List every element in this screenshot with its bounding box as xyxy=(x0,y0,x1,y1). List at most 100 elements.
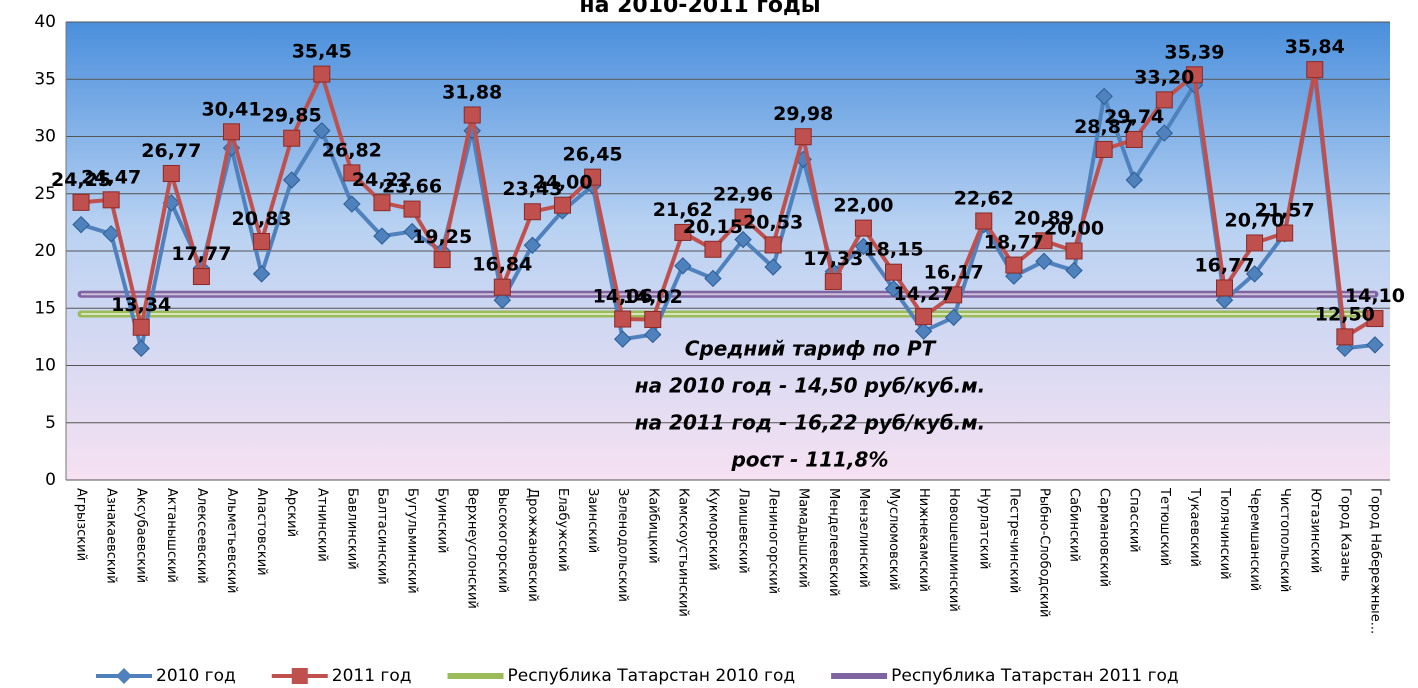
marker xyxy=(1065,242,1083,260)
data-label: 21,57 xyxy=(1255,200,1315,222)
marker xyxy=(674,257,692,275)
marker xyxy=(885,263,902,281)
x-tick-label: Арский xyxy=(284,488,299,537)
x-tick-label: Атнинский xyxy=(314,488,329,562)
marker xyxy=(854,219,872,237)
x-tick-label: Сабинский xyxy=(1067,488,1082,562)
marker xyxy=(614,310,632,328)
x-tick-label: Верхнеуслонский xyxy=(465,488,480,609)
data-label: 24,22 xyxy=(352,169,412,191)
x-tick-label: Город Набережные... xyxy=(1367,488,1382,634)
marker xyxy=(433,251,451,269)
marker xyxy=(463,106,481,124)
y-tick-label: 10 xyxy=(34,356,56,376)
x-tick-label: Балтасинский xyxy=(374,488,389,585)
marker xyxy=(72,215,90,234)
x-tick-label: Аксубаевский xyxy=(134,488,149,583)
marker xyxy=(945,286,963,304)
legend-label: 2011 год xyxy=(332,666,412,686)
marker xyxy=(915,308,933,326)
x-tick-label: Чистопольский xyxy=(1277,488,1292,592)
marker xyxy=(554,196,571,214)
x-tick-label: Муслюмовский xyxy=(886,488,901,591)
marker xyxy=(1125,171,1143,189)
marker xyxy=(313,65,331,83)
marker xyxy=(523,236,542,254)
x-tick-label: Альметьевский xyxy=(224,488,239,593)
marker xyxy=(854,237,873,256)
x-tick-label: Город Казань xyxy=(1337,488,1352,581)
marker xyxy=(493,291,512,309)
chart-title: на 2010-2011 годы xyxy=(579,0,820,18)
marker xyxy=(734,230,752,249)
series-line xyxy=(80,73,1376,351)
marker xyxy=(884,280,903,298)
data-label: 14,10 xyxy=(1345,285,1405,307)
marker xyxy=(403,222,421,241)
marker xyxy=(1366,336,1384,354)
data-label: 35,39 xyxy=(1164,41,1224,63)
marker xyxy=(1095,140,1113,158)
data-label: 26,82 xyxy=(322,139,382,161)
data-label: 23,43 xyxy=(502,178,562,200)
marker xyxy=(734,208,752,226)
data-label: 22,62 xyxy=(954,188,1014,210)
y-tick-label: 35 xyxy=(34,69,56,89)
y-tick-label: 40 xyxy=(34,12,56,32)
marker xyxy=(493,278,511,296)
data-label: 29,74 xyxy=(1104,106,1164,128)
marker xyxy=(1065,261,1083,280)
marker xyxy=(1245,265,1264,283)
marker xyxy=(674,223,692,241)
marker xyxy=(914,322,933,340)
x-tick-label: Тетюшский xyxy=(1157,487,1172,566)
y-tick-label: 0 xyxy=(45,470,56,490)
annotation: Средний тариф по РТ xyxy=(685,337,937,361)
marker xyxy=(1035,252,1053,271)
data-label: 21,62 xyxy=(653,199,713,221)
x-tick-label: Нурлатский xyxy=(976,488,991,569)
marker xyxy=(1336,328,1354,346)
marker xyxy=(1246,234,1264,252)
x-tick-label: Актанышский xyxy=(164,488,179,583)
data-label: 18,15 xyxy=(863,239,923,261)
data-label: 35,84 xyxy=(1285,36,1345,58)
marker xyxy=(704,269,722,288)
data-label: 14,27 xyxy=(894,283,954,305)
data-label: 26,77 xyxy=(141,140,201,162)
marker xyxy=(644,325,662,344)
x-tick-label: Мензелинский xyxy=(856,488,871,588)
data-label: 30,41 xyxy=(201,98,261,120)
x-tick-label: Тюлячинский xyxy=(1217,487,1232,580)
data-label: 28,87 xyxy=(1074,116,1134,138)
data-label: 20,83 xyxy=(232,208,292,230)
x-tick-label: Агрызский xyxy=(74,488,89,561)
data-label: 20,70 xyxy=(1225,209,1285,231)
data-label: 22,00 xyxy=(833,195,893,217)
y-tick-label: 25 xyxy=(34,184,56,204)
x-tick-label: Алексеевский xyxy=(194,488,209,584)
marker xyxy=(975,212,993,230)
data-label: 20,89 xyxy=(1014,207,1074,229)
data-label: 18,77 xyxy=(984,232,1044,254)
data-label: 22,96 xyxy=(713,184,773,206)
x-tick-label: Бугульминский xyxy=(405,488,420,594)
marker xyxy=(704,240,722,258)
marker xyxy=(1276,224,1294,242)
marker xyxy=(1185,66,1203,84)
x-tick-label: Зеленодольский xyxy=(615,488,630,602)
y-tick-label: 5 xyxy=(45,413,56,433)
x-tick-label: Нижнекамский xyxy=(916,488,931,592)
marker xyxy=(584,168,602,186)
x-tick-label: Кукморский xyxy=(705,488,720,571)
marker xyxy=(192,268,210,286)
y-tick-label: 20 xyxy=(34,241,56,261)
marker xyxy=(764,258,782,276)
marker xyxy=(253,232,271,250)
x-tick-label: Азнакаевский xyxy=(104,488,119,584)
marker xyxy=(1306,61,1324,79)
marker xyxy=(102,191,120,209)
legend-label: 2010 год xyxy=(156,666,236,686)
data-label: 20,53 xyxy=(743,211,803,233)
x-tick-label: Спасский xyxy=(1127,488,1142,553)
